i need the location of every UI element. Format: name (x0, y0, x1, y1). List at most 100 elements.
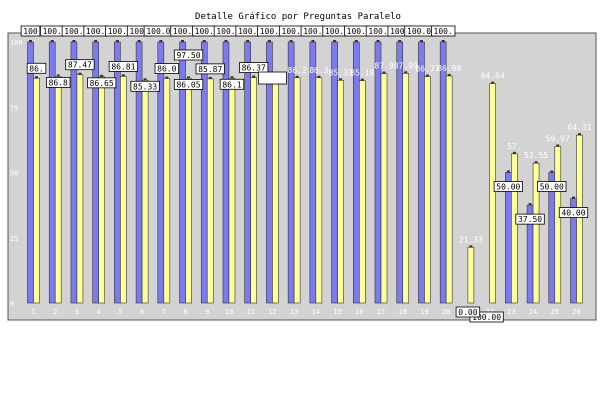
series1-data-label: 100 (23, 27, 38, 36)
series1-data-label: 40.00 (561, 209, 585, 218)
bar-cap (181, 40, 185, 42)
bar (337, 79, 344, 304)
bar-cap (550, 170, 554, 173)
bar-cap (354, 40, 358, 42)
bar (445, 75, 453, 304)
series2-data-label: 21.33 (459, 235, 483, 244)
x-tick-label: 17 (377, 308, 385, 316)
bar-cap (165, 76, 169, 79)
series2-data-label: 84.04 (481, 72, 505, 81)
bar-cap (246, 40, 250, 42)
extra-data-label-box (455, 306, 481, 318)
series2-data-label: 86.0 (157, 65, 176, 74)
series1-data-label: 100. (390, 27, 409, 36)
series2-data-label: 86.1 (222, 80, 241, 89)
bar (576, 134, 583, 304)
bar-cap (267, 40, 271, 42)
bar-cap (78, 72, 82, 75)
series2-data-label-box (173, 79, 204, 90)
chart-title: Detalle Gráfico por Preguntas Paralelo (195, 12, 401, 22)
bar-cap (56, 74, 60, 77)
bar (27, 41, 34, 304)
bar-cap (469, 245, 473, 248)
x-tick-label: 16 (355, 308, 363, 316)
series1-data-label: 100. (129, 27, 148, 36)
bar (70, 41, 78, 304)
series2-data-label-box (108, 61, 139, 72)
bar-cap (528, 203, 532, 206)
bar-cap (425, 74, 429, 77)
bar (309, 41, 317, 304)
bar-cap (441, 40, 445, 42)
x-tick-label: 19 (420, 308, 428, 316)
bar-cap (339, 78, 343, 81)
x-tick-label: 1 (31, 308, 35, 316)
series1-data-label: 100. (325, 27, 344, 36)
bar-cap (311, 40, 315, 42)
series1-data-label: 100. (195, 27, 214, 36)
x-tick-label: 2 (53, 308, 57, 316)
series2-data-label-box (239, 62, 269, 73)
bar (554, 146, 562, 304)
x-tick-label: 3 (75, 308, 79, 316)
x-tick-label: 14 (312, 308, 320, 316)
bar-cap (360, 78, 364, 81)
bar (467, 247, 475, 304)
x-tick-label: 8 (183, 308, 187, 316)
series1-data-label-box (515, 213, 545, 225)
bar-cap (317, 75, 321, 78)
bar (331, 41, 338, 304)
x-tick-label: 6 (140, 308, 144, 316)
x-tick-label: 13 (290, 308, 298, 316)
x-tick-label: 15 (333, 308, 341, 316)
extra-data-label: 0.00 (458, 308, 477, 317)
y-tick-label: 0 (10, 300, 14, 308)
series2-data-label: 86. (29, 64, 43, 73)
x-tick-label: 24 (529, 308, 537, 316)
series2-data-label-box (195, 63, 225, 75)
bar (418, 41, 425, 304)
series2-data-label: 86.99 (437, 64, 461, 73)
x-tick-label: 25 (551, 308, 559, 316)
series2-data-label-box (46, 77, 71, 88)
bar (315, 77, 323, 304)
bar-cap (534, 161, 538, 164)
series2-data-label: 86.81 (111, 62, 135, 71)
series1-data-label: 100.00 (472, 313, 501, 322)
bar-cap (202, 40, 206, 42)
bar-cap (382, 71, 386, 74)
bar-cap (578, 133, 581, 136)
bar-cap (556, 144, 560, 147)
series2-data-label-box (87, 77, 117, 89)
series1-data-label: 100. (368, 27, 387, 36)
y-axis-ticks: 0 25 50 75 100 (10, 39, 23, 308)
series1-data-label-box (493, 181, 523, 192)
series2-data-label: 87.9 (374, 62, 393, 71)
bar-cap (224, 40, 228, 42)
bar-cap (115, 40, 119, 42)
x-tick-label: 18 (399, 308, 407, 316)
bar-cap (506, 170, 510, 173)
series2-data-label-box (130, 80, 160, 92)
series1-data-label: 100. (64, 27, 83, 36)
bar (98, 76, 105, 304)
series2-data-label: 59.97 (546, 134, 570, 143)
y-tick-label: 100 (10, 39, 23, 47)
bar-cap (572, 196, 575, 199)
extra-data-label-box (173, 49, 204, 61)
bar (244, 41, 251, 304)
series1-data-label-box (558, 207, 589, 219)
bar (505, 172, 512, 304)
series2-data-label-box (65, 59, 95, 71)
bar-cap (447, 73, 451, 76)
bar (76, 74, 84, 304)
x-tick-label: 9 (205, 308, 209, 316)
series1-data-label: 100. (216, 27, 235, 36)
bar (250, 77, 257, 304)
series1-data-label: 100.00 (146, 27, 175, 36)
series2-data-label: 85.87 (198, 65, 222, 74)
bar (120, 76, 127, 304)
bar-cap (143, 78, 147, 81)
series2-data-label: 86.77 (415, 65, 439, 74)
series1-data-label: 100. (347, 27, 366, 36)
